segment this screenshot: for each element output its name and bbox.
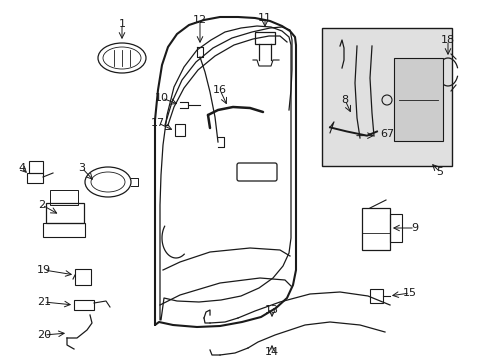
Bar	[393, 58, 442, 141]
Bar	[50, 190, 78, 205]
Bar	[369, 289, 382, 303]
Bar	[389, 214, 401, 242]
Text: 67: 67	[379, 129, 393, 139]
Bar	[74, 300, 94, 310]
Bar	[361, 208, 389, 250]
Text: 10: 10	[155, 93, 169, 103]
Bar	[46, 203, 84, 223]
Bar	[29, 161, 43, 173]
Bar	[175, 124, 184, 136]
Text: 13: 13	[264, 305, 279, 315]
Text: 14: 14	[264, 347, 279, 357]
Text: 21: 21	[37, 297, 51, 307]
Text: 8: 8	[341, 95, 348, 105]
Bar	[321, 28, 451, 166]
Text: 17: 17	[151, 118, 165, 128]
Text: 1: 1	[118, 19, 125, 29]
Text: 4: 4	[19, 163, 25, 173]
Text: 9: 9	[410, 223, 418, 233]
Bar	[254, 32, 274, 44]
Text: 20: 20	[37, 330, 51, 340]
Bar	[27, 173, 43, 183]
Text: 11: 11	[258, 13, 271, 23]
Text: 19: 19	[37, 265, 51, 275]
Bar	[75, 269, 91, 285]
Text: 15: 15	[402, 288, 416, 298]
Text: 18: 18	[440, 35, 454, 45]
Bar	[43, 223, 85, 237]
Text: 12: 12	[193, 15, 206, 25]
Text: 2: 2	[39, 200, 45, 210]
Text: 16: 16	[213, 85, 226, 95]
Text: 3: 3	[79, 163, 85, 173]
Text: 5: 5	[436, 167, 443, 177]
